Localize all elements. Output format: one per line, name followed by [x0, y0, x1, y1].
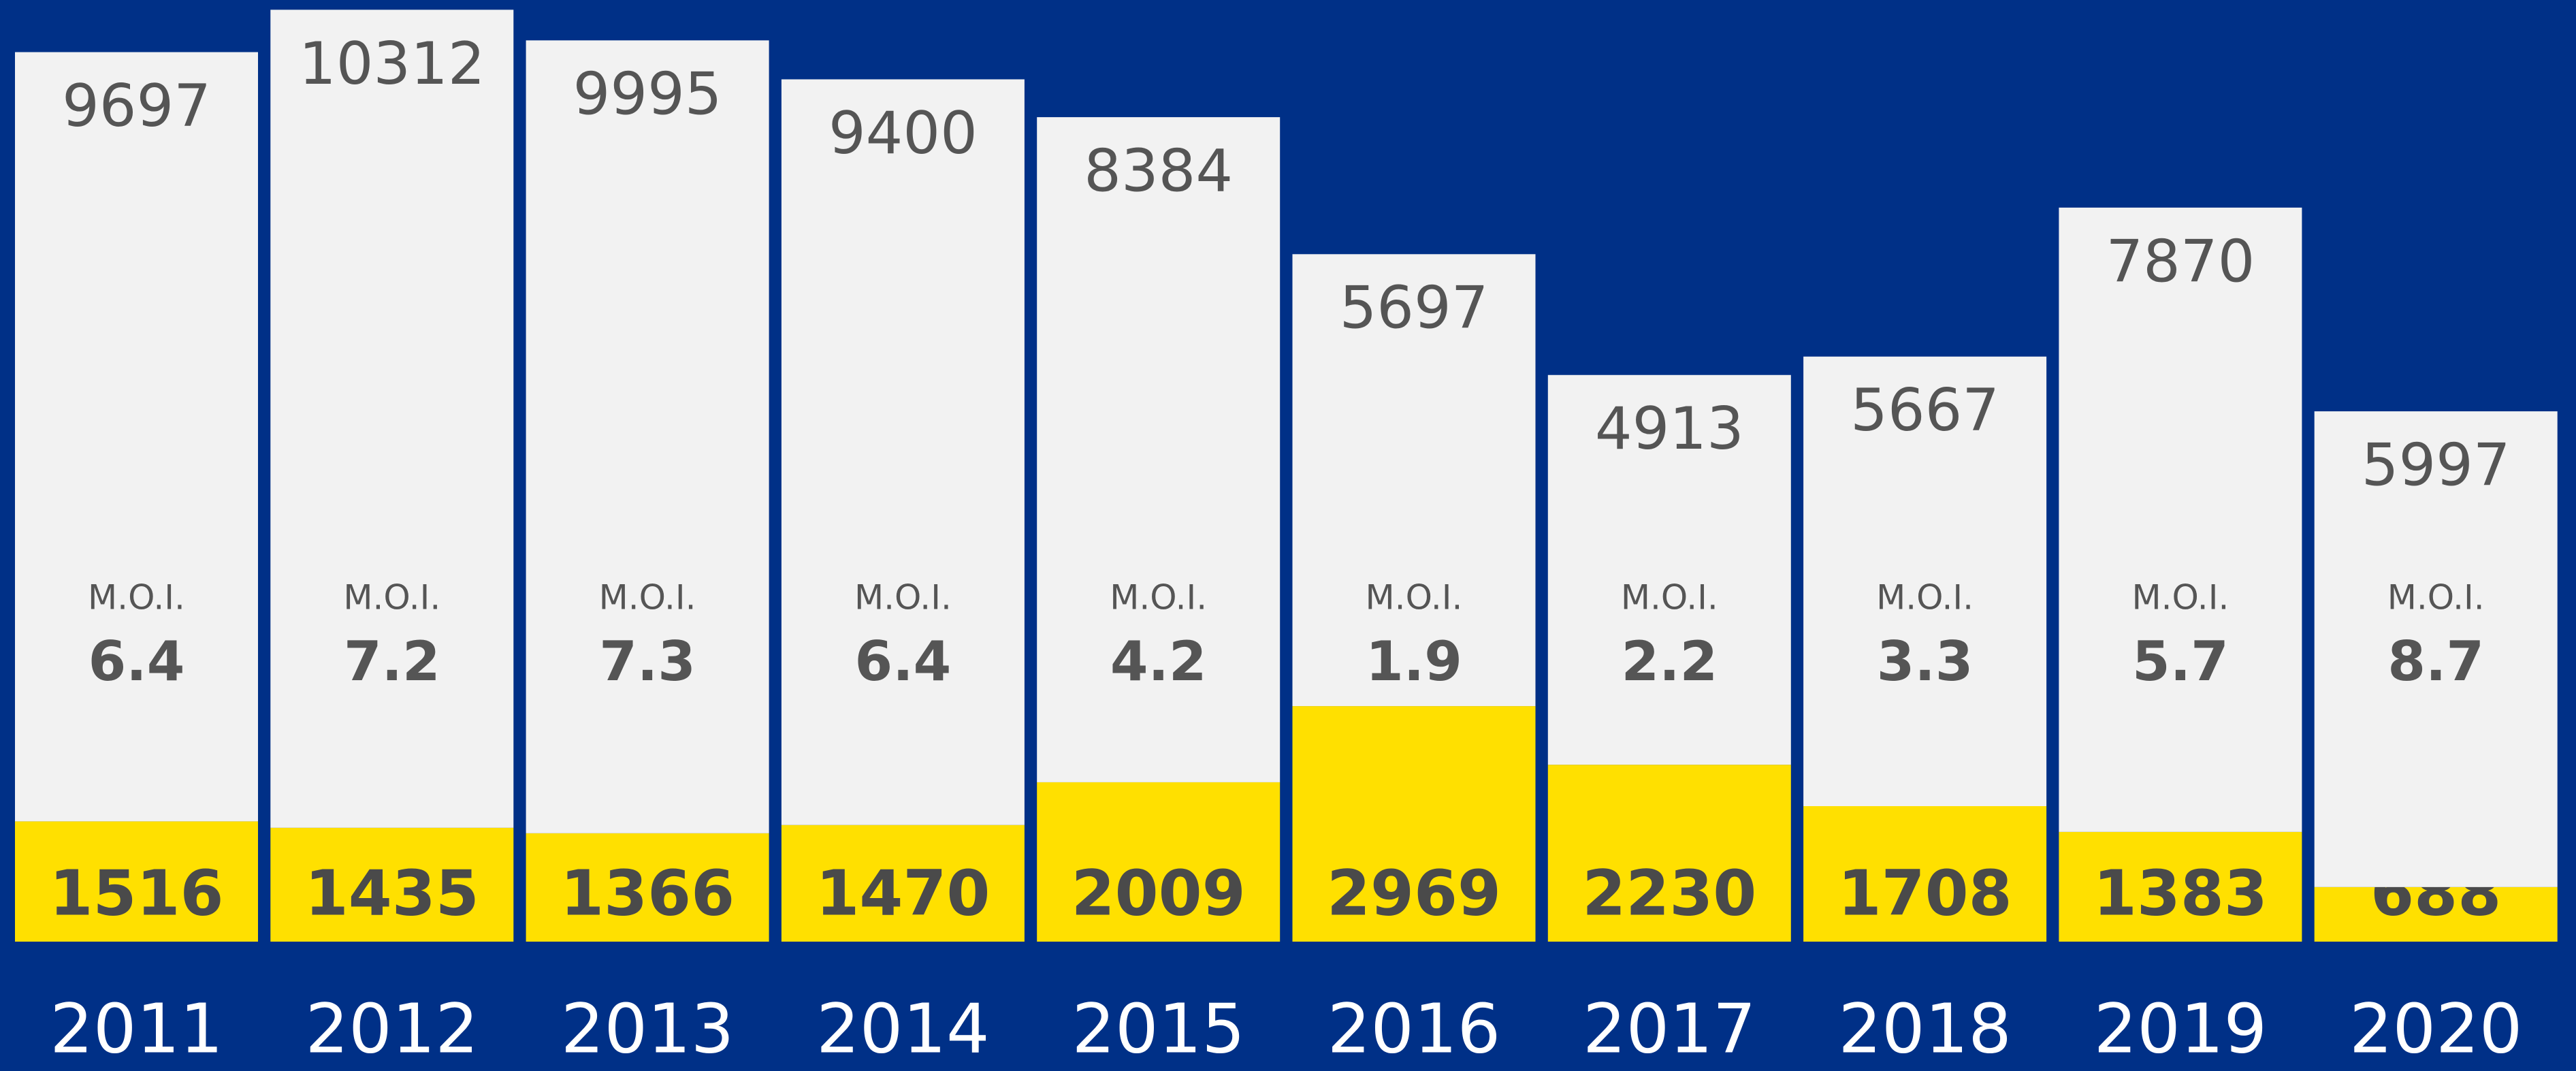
x-tick-label: 2017: [1583, 989, 1756, 1068]
bar-segment: [15, 52, 258, 822]
x-tick-label: 2016: [1327, 989, 1501, 1068]
value-label: 9697: [62, 72, 211, 140]
moi-label: M.O.I.: [343, 578, 440, 618]
bar-segment: [1037, 782, 1281, 942]
moi-value: 5.7: [2132, 630, 2229, 693]
moi-label: M.O.I.: [1366, 578, 1463, 618]
value-label: 5667: [1850, 377, 1999, 445]
x-tick-label: 2013: [561, 989, 735, 1068]
moi-label: M.O.I.: [2387, 578, 2485, 618]
value-label: 1470: [816, 857, 990, 929]
bar-segment: [270, 827, 514, 942]
value-label: 1383: [2093, 857, 2268, 929]
value-label: 10312: [299, 30, 485, 98]
x-tick-label: 2014: [816, 989, 990, 1068]
bar-segment: [15, 821, 258, 942]
x-tick-label: 2015: [1072, 989, 1245, 1068]
value-label: 5697: [1340, 274, 1489, 342]
moi-label: M.O.I.: [1110, 578, 1207, 618]
moi-value: 2.2: [1621, 630, 1718, 693]
x-tick-label: 2012: [306, 989, 479, 1068]
bar-segment: [2314, 411, 2558, 887]
value-label: 7870: [2106, 227, 2255, 295]
value-label: 4913: [1595, 395, 1744, 463]
bar-segment: [1037, 117, 1281, 782]
bar-segment: [1803, 356, 2047, 806]
value-label: 9995: [573, 61, 722, 129]
bar-segment: [2059, 207, 2302, 832]
moi-label: M.O.I.: [2131, 578, 2229, 618]
bar-segment: [1803, 805, 2047, 942]
moi-label: M.O.I.: [88, 578, 185, 618]
moi-value: 8.7: [2387, 630, 2484, 693]
value-label: 2009: [1072, 857, 1246, 929]
moi-value: 4.2: [1110, 630, 1207, 693]
value-label: 9400: [828, 99, 978, 167]
bar-segment: [270, 10, 514, 828]
x-tick-label: 2018: [1838, 989, 2012, 1068]
value-label: 5997: [2362, 432, 2511, 500]
value-label: 8384: [1084, 138, 1233, 206]
value-label: 1435: [305, 857, 479, 929]
moi-value: 6.4: [855, 630, 952, 693]
moi-value: 7.3: [599, 630, 696, 693]
moi-label: M.O.I.: [1876, 578, 1974, 618]
moi-value: 6.4: [88, 630, 185, 693]
bar-segment: [1292, 254, 1536, 707]
value-label: 2230: [1582, 857, 1756, 929]
value-label: 1708: [1838, 857, 2012, 929]
moi-label: M.O.I.: [854, 578, 952, 618]
moi-value: 3.3: [1877, 630, 1974, 693]
value-label: 1516: [49, 857, 223, 929]
x-tick-label: 2011: [50, 989, 223, 1068]
x-tick-label: 2020: [2349, 989, 2523, 1068]
bar-segment: [781, 79, 1025, 825]
bar-segment: [2314, 886, 2558, 942]
moi-label: M.O.I.: [1621, 578, 1718, 618]
value-label: 2969: [1327, 857, 1501, 929]
bar-segment: [1292, 706, 1536, 942]
moi-label: M.O.I.: [599, 578, 696, 618]
bar-segment: [781, 825, 1025, 942]
value-label: 1366: [560, 857, 735, 929]
moi-value: 1.9: [1366, 630, 1462, 693]
moi-value: 7.2: [344, 630, 440, 693]
bar-segment: [1547, 374, 1791, 765]
bar-segment: [526, 40, 769, 833]
bar-segment: [526, 833, 769, 942]
x-tick-label: 2019: [2094, 989, 2268, 1068]
bar-segment: [2059, 831, 2302, 942]
bar-segment: [1547, 765, 1791, 942]
